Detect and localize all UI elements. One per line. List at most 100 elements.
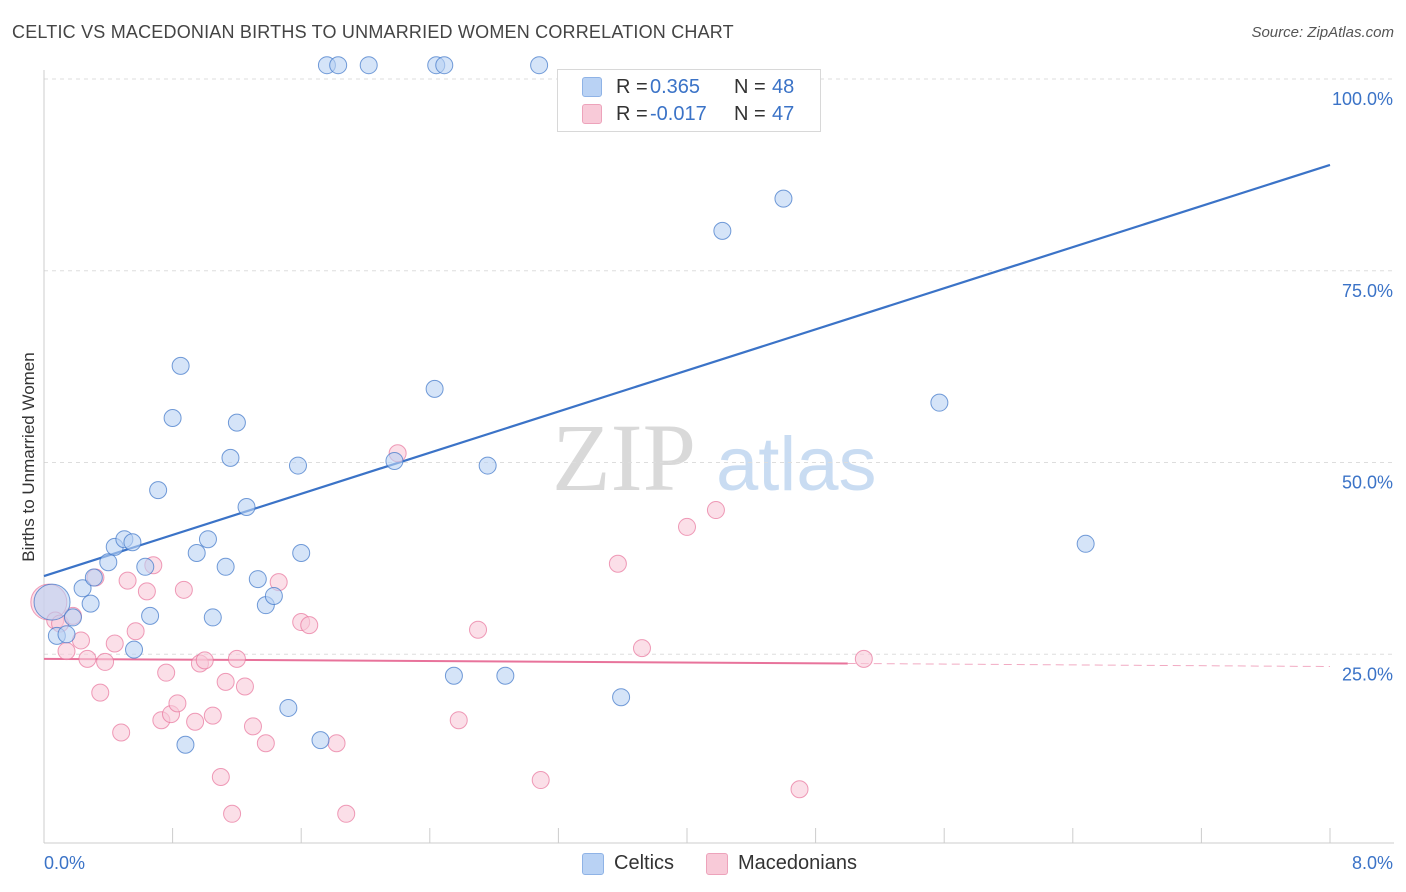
celtics-point[interactable]	[99, 553, 118, 572]
macedonians-point[interactable]	[96, 652, 115, 671]
celtics-point[interactable]	[248, 570, 267, 589]
celtics-point[interactable]	[279, 698, 298, 717]
macedonians-point[interactable]	[118, 571, 137, 590]
macedonians-point[interactable]	[157, 663, 176, 682]
macedonians-point[interactable]	[632, 639, 651, 658]
celtics-legend-label: Celtics	[614, 852, 675, 874]
celtics-point[interactable]	[198, 530, 217, 549]
macedonians-point[interactable]	[300, 616, 319, 635]
macedonians-point[interactable]	[449, 711, 468, 730]
celtics-point[interactable]	[264, 586, 283, 605]
celtics-point[interactable]	[530, 56, 549, 75]
macedonians-point[interactable]	[112, 723, 131, 742]
macedonians-point[interactable]	[174, 580, 193, 599]
legend-item-macedonians[interactable]: Macedonians	[706, 852, 857, 875]
celtics-point[interactable]	[713, 221, 732, 240]
celtics-point[interactable]	[73, 579, 92, 598]
celtics-point[interactable]	[171, 356, 190, 375]
gridlines	[44, 78, 1394, 655]
celtics-point[interactable]	[149, 481, 168, 500]
celtics-point[interactable]	[329, 56, 348, 75]
celtics-point[interactable]	[57, 625, 76, 644]
y-tick-label: 75.0%	[1342, 281, 1393, 301]
macedonians-point[interactable]	[790, 780, 809, 799]
celtics-point[interactable]	[203, 608, 222, 627]
stats-legend: R = 0.365 N = 48 R = -0.017 N = 47	[557, 69, 821, 132]
celtics-point[interactable]	[221, 448, 240, 467]
macedonians-point[interactable]	[531, 771, 550, 790]
celtics-points	[33, 56, 1095, 754]
celtics-point[interactable]	[63, 608, 82, 627]
macedonians-point[interactable]	[203, 706, 222, 725]
celtics-point[interactable]	[81, 594, 100, 613]
celtics-point[interactable]	[84, 568, 103, 587]
celtics-point[interactable]	[1076, 534, 1095, 553]
celtics-point[interactable]	[141, 606, 160, 625]
celtics-point[interactable]	[123, 533, 142, 552]
celtics-point[interactable]	[435, 56, 454, 75]
macedonians-point[interactable]	[256, 734, 275, 753]
macedonians-legend-swatch	[706, 852, 728, 875]
celtics-point[interactable]	[125, 640, 144, 659]
y-tick-label: 50.0%	[1342, 473, 1393, 493]
macedonians-point[interactable]	[57, 642, 76, 661]
macedonians-point[interactable]	[223, 804, 242, 823]
macedonians-point[interactable]	[227, 649, 246, 668]
macedonians-point[interactable]	[168, 694, 187, 713]
macedonians-point[interactable]	[126, 622, 145, 641]
chart-source: Source: ZipAtlas.com	[1251, 24, 1394, 41]
macedonians-legend-label: Macedonians	[738, 852, 857, 874]
macedonians-point[interactable]	[243, 717, 262, 736]
legend-row-celtics: R = 0.365 N = 48	[582, 75, 794, 99]
celtics-point[interactable]	[478, 456, 497, 475]
macedonians-point[interactable]	[337, 804, 356, 823]
celtics-point[interactable]	[311, 731, 330, 750]
macedonians-point[interactable]	[608, 554, 627, 573]
macedonians-point[interactable]	[216, 672, 235, 691]
legend-n-label: N =	[734, 75, 766, 98]
legend-item-celtics[interactable]: Celtics	[582, 852, 674, 875]
celtics-point[interactable]	[33, 583, 71, 621]
macedonians-point[interactable]	[678, 517, 696, 536]
celtics-point[interactable]	[227, 413, 246, 432]
y-axis-label: Births to Unmarried Women	[19, 352, 38, 561]
celtics-point[interactable]	[237, 497, 256, 516]
celtics-point[interactable]	[444, 666, 463, 685]
celtics-point[interactable]	[187, 544, 206, 563]
celtics-point[interactable]	[496, 666, 515, 685]
celtics-point[interactable]	[288, 456, 307, 475]
macedonians-point[interactable]	[91, 683, 110, 702]
celtics-point[interactable]	[136, 557, 155, 576]
legend-row-macedonians: R = -0.017 N = 47	[582, 102, 794, 126]
celtics-point[interactable]	[176, 735, 195, 754]
macedonians-point[interactable]	[137, 582, 156, 601]
celtics-point[interactable]	[425, 379, 444, 398]
macedonians-point[interactable]	[186, 712, 205, 731]
celtics-point[interactable]	[216, 557, 235, 576]
y-tick-label: 25.0%	[1342, 664, 1393, 684]
macedonians-point[interactable]	[854, 649, 873, 668]
celtics-point[interactable]	[292, 544, 311, 563]
celtics-point[interactable]	[359, 56, 378, 75]
celtics-point[interactable]	[612, 688, 631, 707]
macedonians-trend-extension	[847, 662, 1331, 668]
celtics-point[interactable]	[930, 393, 949, 412]
watermark-zip: ZIP	[552, 404, 696, 511]
macedonians-point[interactable]	[327, 734, 346, 753]
macedonians-point[interactable]	[706, 501, 725, 520]
macedonians-point[interactable]	[211, 767, 230, 786]
x-axis-ticks	[43, 828, 1331, 843]
macedonians-trend-line	[43, 657, 848, 665]
macedonians-point[interactable]	[78, 649, 97, 668]
celtics-trend-line	[43, 163, 1331, 578]
macedonians-point[interactable]	[469, 620, 488, 639]
macedonians-point[interactable]	[235, 677, 254, 696]
macedonians-swatch	[582, 104, 602, 124]
macedonians-point[interactable]	[195, 651, 214, 670]
celtics-point[interactable]	[385, 451, 404, 470]
celtics-point[interactable]	[163, 409, 182, 428]
celtics-point[interactable]	[774, 189, 793, 208]
macedonians-point[interactable]	[105, 634, 124, 653]
x-tick-label-max: 8.0%	[1352, 853, 1393, 873]
